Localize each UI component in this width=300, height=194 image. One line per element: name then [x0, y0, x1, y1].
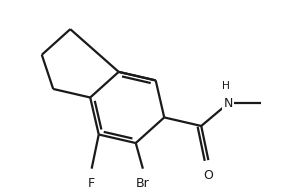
Text: H: H — [221, 81, 230, 91]
Text: Br: Br — [136, 177, 150, 190]
Text: O: O — [203, 169, 213, 182]
Text: N: N — [224, 97, 233, 110]
Text: F: F — [88, 177, 95, 190]
